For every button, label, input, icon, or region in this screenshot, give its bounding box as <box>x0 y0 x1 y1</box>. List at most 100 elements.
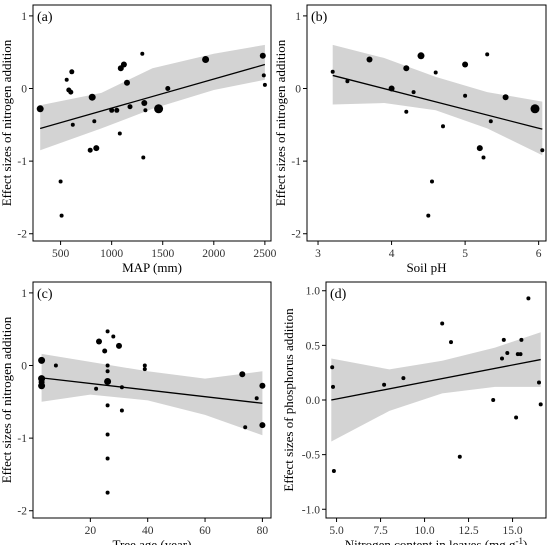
data-point <box>261 73 266 78</box>
data-point <box>259 422 266 429</box>
panel-b: 3 4 5 6 -2 -1 0 1 (b) Soil pH Effect sizes of nitr… <box>273 4 547 275</box>
data-point <box>143 108 148 113</box>
data-point <box>141 155 146 160</box>
x-tick-label: 2000 <box>202 248 225 260</box>
data-point <box>530 104 540 114</box>
confidence-band <box>41 353 263 436</box>
data-point <box>68 89 74 95</box>
x-tick-label: 3 <box>315 248 321 260</box>
regression-line <box>332 74 543 130</box>
data-point <box>105 456 110 461</box>
data-point <box>491 398 496 402</box>
data-point <box>485 52 490 57</box>
y-axis-label: Effect sizes of nitrogen addition <box>0 39 14 206</box>
x-axis-label: Tree age (year) <box>113 537 192 545</box>
data-point <box>430 179 434 184</box>
data-point <box>457 454 462 459</box>
y-tick-label: -2 <box>17 229 27 241</box>
data-point <box>102 348 108 354</box>
y-axis-label: Effect sizes of nitrogen addition <box>273 39 288 206</box>
x-tick-label: 10.0 <box>414 525 434 537</box>
data-point <box>518 352 523 357</box>
data-point <box>259 382 266 389</box>
panel-c: 20 40 60 80 -2 -1 0 1 (c) Tree age (year) Effect s… <box>0 281 272 545</box>
regression-line <box>331 358 541 401</box>
data-point <box>119 385 124 390</box>
data-point <box>331 469 336 473</box>
data-point <box>330 365 335 370</box>
data-point <box>481 155 486 160</box>
data-point <box>514 415 519 420</box>
x-tick-label: 1000 <box>100 248 123 260</box>
data-point <box>94 386 99 391</box>
data-point <box>462 61 469 68</box>
data-point <box>417 52 425 60</box>
data-point <box>441 124 445 129</box>
x-tick-label: 12.5 <box>458 525 478 537</box>
data-point <box>109 107 115 113</box>
data-point <box>502 94 509 101</box>
data-point <box>345 79 350 84</box>
data-point <box>433 70 438 75</box>
data-point <box>87 147 93 153</box>
data-point <box>154 104 164 114</box>
x-tick-label: 80 <box>257 525 269 537</box>
x-tick-label: 5.0 <box>329 525 344 537</box>
y-tick-label: 0 <box>21 361 27 373</box>
data-point <box>105 329 110 334</box>
data-point <box>38 379 45 386</box>
data-point <box>36 105 44 113</box>
data-point <box>119 408 124 413</box>
y-tick-label: -2 <box>17 506 27 518</box>
data-point <box>93 145 100 152</box>
data-point <box>382 382 387 387</box>
data-point <box>69 69 75 75</box>
y-tick-label: 0 <box>295 84 301 96</box>
data-point <box>70 122 75 127</box>
regression-line <box>41 377 263 404</box>
data-point <box>388 85 395 92</box>
x-tick-label: 20 <box>85 525 97 537</box>
y-tick-label: 1 <box>21 11 27 23</box>
data-point <box>526 296 531 301</box>
y-axis-label: Effect sizes of phosphorus addition <box>281 308 296 492</box>
data-point <box>519 337 524 342</box>
y-axis-label: Effect sizes of nitrogen addition <box>0 316 14 483</box>
data-point <box>404 109 409 114</box>
data-point <box>165 86 171 91</box>
data-point <box>96 338 102 345</box>
data-point <box>127 104 133 110</box>
y-tick-label: 0.5 <box>306 340 321 352</box>
panel-label: (b) <box>311 10 328 25</box>
x-tick-label: 7.5 <box>373 525 388 537</box>
data-point <box>449 340 453 345</box>
x-axis-label: Nitrogen content in leaves (mg g-1) <box>345 536 528 545</box>
data-point <box>254 396 259 401</box>
data-point <box>440 321 445 326</box>
data-point <box>463 93 468 98</box>
data-point <box>426 213 431 218</box>
data-point <box>500 356 504 361</box>
x-axis-label: Soil pH <box>406 260 446 275</box>
data-point <box>58 179 63 184</box>
data-point <box>105 369 110 374</box>
y-tick-label: -0.5 <box>302 450 320 462</box>
data-point <box>331 384 335 389</box>
panel-label: (d) <box>330 287 347 302</box>
x-tick-label: 500 <box>52 248 70 260</box>
data-point <box>105 490 110 495</box>
data-point <box>239 371 246 378</box>
panel-label: (a) <box>37 10 53 25</box>
data-point <box>538 402 543 407</box>
panel-a: 500 1000 1500 2000 2500 -2 -1 0 1 (a) MAP (mm) Effe… <box>0 4 277 275</box>
x-tick-label: 5 <box>462 248 468 260</box>
data-point <box>476 145 483 152</box>
panel-label: (c) <box>37 287 53 302</box>
data-point <box>243 425 248 430</box>
data-point <box>104 378 112 385</box>
data-point <box>105 403 110 408</box>
data-point <box>330 69 335 74</box>
data-point <box>124 79 130 86</box>
data-point <box>111 334 116 339</box>
